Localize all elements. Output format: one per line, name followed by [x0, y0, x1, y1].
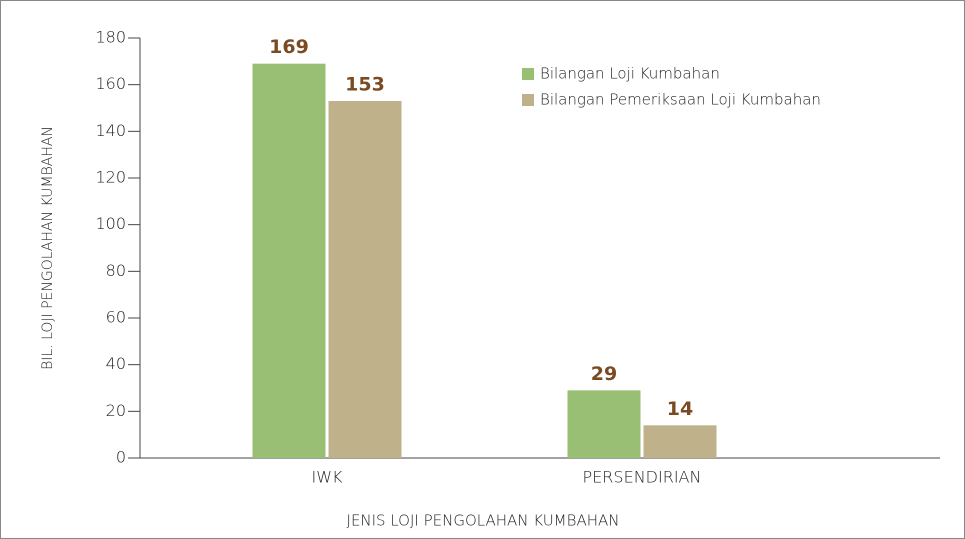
y-axis-title: BIL. LOJI PENGOLAHAN KUMBAHAN — [40, 126, 56, 370]
y-tick-label: 20 — [106, 401, 126, 420]
bar — [252, 63, 326, 459]
y-tick-label: 0 — [116, 448, 126, 467]
bar — [643, 425, 717, 458]
bar — [567, 390, 641, 458]
y-tick-label: 80 — [106, 261, 126, 280]
x-tick-label: IWK — [311, 468, 343, 487]
y-tick-label: 180 — [95, 28, 126, 47]
value-label: 169 — [269, 36, 309, 58]
legend-swatch — [522, 94, 534, 106]
value-label: 153 — [345, 74, 385, 96]
bar — [328, 101, 402, 458]
y-tick-label: 140 — [95, 121, 126, 140]
legend-label: Bilangan Pemeriksaan Loji Kumbahan — [540, 91, 821, 109]
y-tick-label: 40 — [106, 354, 126, 373]
y-tick-label: 160 — [95, 74, 126, 93]
y-tick-label: 60 — [106, 308, 126, 327]
y-tick-label: 100 — [95, 214, 126, 233]
x-axis-title: JENIS LOJI PENGOLAHAN KUMBAHAN — [347, 512, 620, 530]
legend-swatch — [522, 68, 534, 80]
value-label: 14 — [667, 398, 693, 420]
x-tick-label: PERSENDIRIAN — [583, 468, 702, 487]
value-label: 29 — [591, 363, 617, 385]
legend-label: Bilangan Loji Kumbahan — [540, 65, 720, 83]
y-tick-label: 120 — [95, 168, 126, 187]
